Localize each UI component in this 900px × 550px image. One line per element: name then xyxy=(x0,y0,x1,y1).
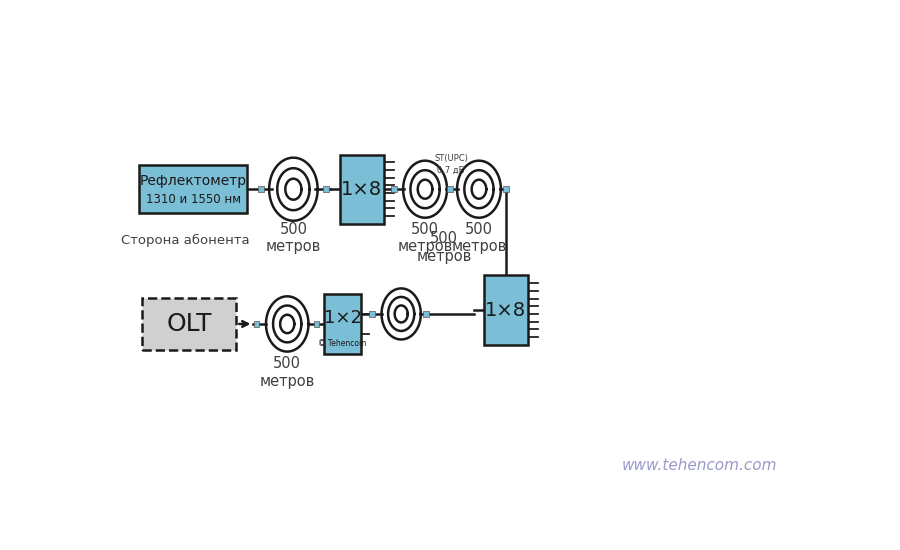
Text: © Tehencom: © Tehencom xyxy=(319,339,367,348)
Bar xyxy=(324,294,361,354)
Text: 500
метров: 500 метров xyxy=(451,222,507,254)
Bar xyxy=(313,321,320,327)
Text: Сторона абонента: Сторона абонента xyxy=(122,234,250,247)
Bar xyxy=(446,186,453,192)
Bar xyxy=(254,321,259,327)
Text: 1×2: 1×2 xyxy=(324,309,362,327)
Bar xyxy=(503,186,508,192)
Text: OLT: OLT xyxy=(166,312,212,336)
Polygon shape xyxy=(410,170,440,208)
Text: 500
метров: 500 метров xyxy=(259,356,315,389)
Bar xyxy=(323,186,328,192)
Text: ST(UPC)
0,7 дБ: ST(UPC) 0,7 дБ xyxy=(435,155,468,174)
Bar xyxy=(339,155,384,224)
Bar xyxy=(483,276,528,345)
Text: 1310 и 1550 нм: 1310 и 1550 нм xyxy=(146,194,241,206)
Bar xyxy=(423,311,428,317)
Text: Рефлектометр: Рефлектометр xyxy=(140,174,247,188)
Bar xyxy=(392,186,397,192)
Text: 500
метров: 500 метров xyxy=(417,232,472,264)
Polygon shape xyxy=(285,179,302,200)
Polygon shape xyxy=(418,180,432,199)
Bar xyxy=(140,166,248,213)
Text: 1×8: 1×8 xyxy=(341,180,382,199)
Text: 1×8: 1×8 xyxy=(485,301,526,320)
Bar xyxy=(369,311,374,317)
Bar xyxy=(142,298,237,350)
Text: 500
метров: 500 метров xyxy=(266,222,321,254)
Polygon shape xyxy=(472,180,486,199)
Text: 500
метров: 500 метров xyxy=(398,222,453,254)
Text: www.tehencom.com: www.tehencom.com xyxy=(621,458,777,472)
Bar xyxy=(258,186,264,192)
Polygon shape xyxy=(394,305,408,322)
Polygon shape xyxy=(277,168,310,210)
Polygon shape xyxy=(464,170,493,208)
Polygon shape xyxy=(273,306,302,342)
Polygon shape xyxy=(388,297,414,331)
Polygon shape xyxy=(280,315,294,333)
